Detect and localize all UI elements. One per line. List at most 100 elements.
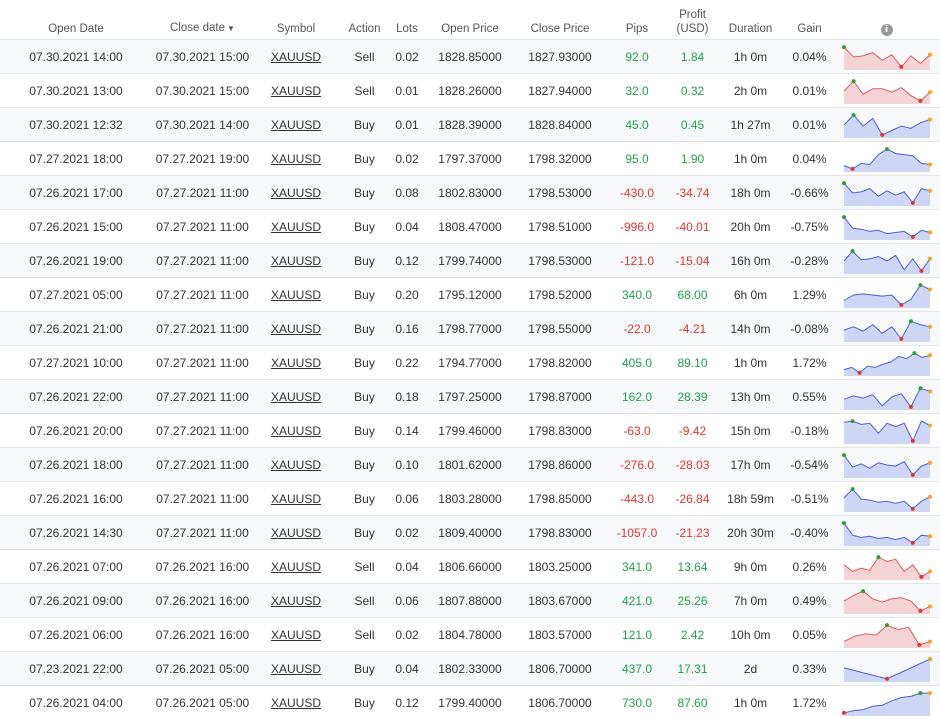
cell-action-value: Buy	[354, 288, 375, 302]
header-pips[interactable]: Pips	[604, 0, 670, 40]
cell-lots: 0.01	[390, 74, 424, 108]
cell-close-date-value: 07.27.2021 11:00	[156, 356, 249, 370]
cell-action-value: Buy	[354, 390, 375, 404]
sparkline-low-dot	[899, 302, 903, 306]
cell-symbol-value[interactable]: XAUUSD	[271, 220, 321, 234]
cell-symbol-value[interactable]: XAUUSD	[271, 594, 321, 608]
cell-close-price-value: 1798.87000	[528, 390, 591, 404]
cell-close-date: 07.26.2021 16:00	[152, 550, 253, 584]
cell-gain: -0.66%	[786, 176, 833, 210]
sparkline-last-dot	[928, 569, 932, 573]
cell-symbol-value[interactable]: XAUUSD	[271, 526, 321, 540]
header-open-date[interactable]: Open Date	[0, 0, 152, 40]
cell-duration: 7h 0m	[715, 584, 786, 618]
cell-lots-value: 0.02	[395, 152, 418, 166]
sparkline-low-dot	[842, 710, 846, 714]
cell-open-date-value: 07.26.2021 09:00	[29, 594, 122, 608]
cell-action: Buy	[339, 108, 390, 142]
cell-symbol-value[interactable]: XAUUSD	[271, 84, 321, 98]
cell-lots: 0.14	[390, 414, 424, 448]
cell-gain: 0.04%	[786, 40, 833, 74]
cell-symbol-value[interactable]: XAUUSD	[271, 390, 321, 404]
cell-pips-value: 32.0	[625, 84, 648, 98]
cell-close-price-value: 1798.55000	[528, 322, 591, 336]
header-action[interactable]: Action	[339, 0, 390, 40]
cell-open-date: 07.27.2021 10:00	[0, 346, 152, 380]
cell-open-price: 1797.37000	[424, 142, 516, 176]
cell-open-price: 1799.74000	[424, 244, 516, 278]
cell-symbol-value[interactable]: XAUUSD	[271, 628, 321, 642]
cell-symbol-value[interactable]: XAUUSD	[271, 322, 321, 336]
cell-symbol-value[interactable]: XAUUSD	[271, 560, 321, 574]
cell-symbol-value[interactable]: XAUUSD	[271, 458, 321, 472]
cell-lots-value: 0.12	[395, 696, 418, 710]
cell-symbol-value[interactable]: XAUUSD	[271, 696, 321, 710]
cell-gain-value: -0.40%	[790, 526, 828, 540]
cell-symbol-value[interactable]: XAUUSD	[271, 492, 321, 506]
cell-symbol-value[interactable]: XAUUSD	[271, 118, 321, 132]
cell-open-date-value: 07.27.2021 10:00	[29, 356, 122, 370]
cell-pips: -996.0	[604, 210, 670, 244]
sparkline-last-dot	[928, 324, 932, 328]
equity-sparkline	[841, 519, 933, 547]
cell-action: Buy	[339, 346, 390, 380]
cell-symbol-value[interactable]: XAUUSD	[271, 254, 321, 268]
cell-symbol-value[interactable]: XAUUSD	[271, 288, 321, 302]
cell-close-price-value: 1806.70000	[528, 662, 591, 676]
header-close-price[interactable]: Close Price	[516, 0, 604, 40]
cell-open-date-value: 07.26.2021 06:00	[29, 628, 122, 642]
cell-action-value: Sell	[354, 594, 374, 608]
cell-profit: 1.84	[670, 40, 715, 74]
cell-pips: 341.0	[604, 550, 670, 584]
cell-lots: 0.20	[390, 278, 424, 312]
cell-action: Buy	[339, 652, 390, 686]
cell-open-price-value: 1828.39000	[438, 118, 501, 132]
cell-symbol: XAUUSD	[253, 210, 339, 244]
header-open-price[interactable]: Open Price	[424, 0, 516, 40]
cell-close-price-value: 1827.93000	[528, 50, 591, 64]
cell-pips: -276.0	[604, 448, 670, 482]
info-icon[interactable]: i	[881, 24, 893, 36]
cell-symbol-value[interactable]: XAUUSD	[271, 356, 321, 370]
equity-sparkline	[841, 247, 933, 275]
cell-duration: 1h 0m	[715, 40, 786, 74]
cell-sparkline	[833, 346, 940, 380]
cell-profit: 17.31	[670, 652, 715, 686]
header-symbol[interactable]: Symbol	[253, 0, 339, 40]
cell-action-value: Sell	[354, 628, 374, 642]
cell-action: Buy	[339, 312, 390, 346]
sparkline-low-dot	[908, 404, 912, 408]
cell-pips-value: 162.0	[622, 390, 652, 404]
cell-lots-value: 0.04	[395, 662, 418, 676]
cell-gain: 0.33%	[786, 652, 833, 686]
cell-profit-value: 28.39	[677, 390, 707, 404]
equity-sparkline	[841, 451, 933, 479]
cell-symbol-value[interactable]: XAUUSD	[271, 424, 321, 438]
header-close-date[interactable]: Close date▼	[152, 0, 253, 40]
sparkline-low-dot	[917, 642, 921, 646]
header-duration[interactable]: Duration	[715, 0, 786, 40]
cell-gain-value: -0.75%	[790, 220, 828, 234]
header-profit[interactable]: Profit(USD)	[670, 0, 715, 40]
cell-symbol-value[interactable]: XAUUSD	[271, 50, 321, 64]
header-gain[interactable]: Gain	[786, 0, 833, 40]
header-lots[interactable]: Lots	[390, 0, 424, 40]
cell-close-price-value: 1798.52000	[528, 288, 591, 302]
cell-close-price-value: 1798.83000	[528, 526, 591, 540]
cell-symbol-value[interactable]: XAUUSD	[271, 662, 321, 676]
cell-duration-value: 17h 0m	[730, 458, 770, 472]
cell-gain: 0.05%	[786, 618, 833, 652]
sparkline-area	[844, 421, 930, 444]
sparkline-area	[844, 625, 930, 648]
cell-sparkline	[833, 448, 940, 482]
cell-gain-value: -0.51%	[790, 492, 828, 506]
cell-sparkline	[833, 40, 940, 74]
cell-symbol-value[interactable]: XAUUSD	[271, 152, 321, 166]
cell-gain-value: 1.72%	[792, 696, 826, 710]
cell-symbol-value[interactable]: XAUUSD	[271, 186, 321, 200]
cell-sparkline	[833, 686, 940, 719]
